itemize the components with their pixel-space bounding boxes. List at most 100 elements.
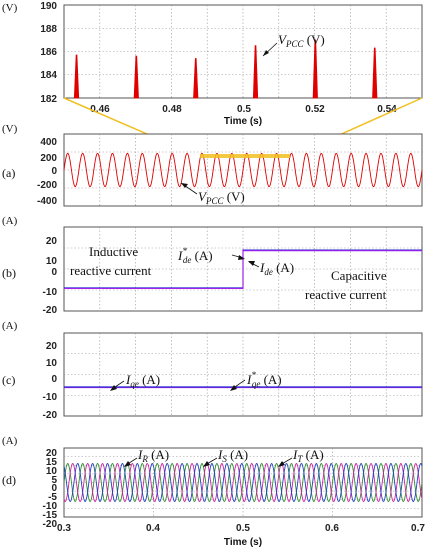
zoom-ytick-label: 190 (40, 1, 57, 12)
zoom-series (73, 39, 378, 99)
panel-a-unit-label: (V) (2, 123, 18, 135)
zoom-vpcc-annotation: VPCC (V) (262, 32, 325, 57)
panel-d-ytick-label: 20 (46, 448, 58, 459)
panel-d-series (63, 463, 423, 502)
panel-d-unit-label: (A) (2, 435, 18, 447)
it-label: IT (A) (292, 447, 324, 464)
panel-d-is-annotation: IS (A) (203, 447, 248, 467)
is-label: IS (A) (217, 447, 248, 464)
panel-d-label: (d) (2, 473, 16, 487)
panel-d-ytick-label: 10 (46, 466, 58, 477)
panel-d-ytick-label: 0 (51, 483, 57, 494)
iqe-ref-label: I* qe (A) (246, 370, 282, 389)
panel-c-series (64, 386, 422, 389)
panel-a-vpcc-label: VPCC (V) (198, 189, 245, 206)
ide-meas-label: Ide (A) (259, 260, 294, 277)
panel-d-xtick-label: 0.5 (236, 523, 250, 534)
zoom-unit-label: (V) (2, 2, 18, 14)
panel-d-it-annotation: IT (A) (278, 447, 324, 467)
zoom-peak-spike (252, 45, 259, 99)
zoom-vpcc-label: VPCC (V) (278, 32, 325, 49)
panel-a-vpcc-annotation: VPCC (V) (180, 182, 245, 206)
panel-b-meas-annotation: Ide (A) (248, 260, 294, 277)
panel-d-ytick-label: -5 (48, 492, 57, 503)
panel-b-y-ticks: 20 10 0 -10 -20 (43, 236, 58, 316)
panel-a-series (63, 152, 423, 188)
panel-b-unit-label: (A) (2, 215, 18, 227)
ir-label: IR (A) (137, 447, 169, 464)
zoom-ytick-label: 184 (40, 70, 57, 81)
capacitive-label-line1: Capacitive (331, 268, 387, 283)
panel-d-xtick-label: 0.3 (57, 523, 71, 534)
panel-b-series (64, 249, 422, 290)
zoom-peak-spike (73, 54, 80, 99)
ir-waveform (63, 463, 423, 502)
panel-d-ytick-label: -20 (43, 519, 58, 530)
panel-b-ytick-label: 0 (51, 267, 57, 278)
zoom-xtick-label: 0.46 (90, 104, 110, 115)
panel-d-ytick-label: -10 (43, 501, 58, 512)
is-waveform (63, 463, 423, 502)
iqe-ref-arrowhead (230, 385, 237, 391)
panel-b-label: (b) (2, 266, 16, 280)
panel-a-zoom-marker (200, 154, 290, 158)
ide-meas-trace (64, 250, 422, 290)
zoom-xtick-label: 0.48 (162, 104, 182, 115)
panel-a-ytick-label: 400 (40, 137, 57, 148)
panel-a-ytick-label: 200 (40, 153, 57, 164)
panel-d-x-ticks: 0.3 0.4 0.5 0.6 0.7 (57, 523, 425, 534)
panel-d-xtick-label: 0.7 (411, 523, 425, 534)
panel-c-unit-label: (A) (2, 320, 18, 332)
panel-a-ytick-label: 0 (51, 166, 57, 177)
zoom-x-axis-label: Time (s) (224, 116, 262, 127)
panel-c: (A) (c) 20 10 0 -10 -20 Iqe (A) I* qe (A) (2, 320, 423, 421)
panel-b-ytick-label: -20 (43, 305, 58, 316)
ide-ref-label: I* de (A) (177, 246, 213, 265)
panel-d-ytick-label: 15 (46, 457, 58, 468)
panel-d: (A) (d) 20 15 10 5 0 -5 -10 -15 -20 0.3 … (2, 435, 425, 548)
panel-a-vpcc-arrowhead (181, 183, 188, 188)
ide-ref-arrowhead (238, 255, 245, 260)
panel-c-ytick-label: 20 (46, 341, 58, 352)
zoom-x-ticks: 0.46 0.48 0.5 0.52 0.54 (90, 104, 397, 115)
panel-c-meas-annotation: Iqe (A) (110, 372, 160, 391)
zoom-ytick-label: 188 (40, 24, 57, 35)
inductive-label-line1: Inductive (89, 244, 138, 259)
panel-c-ytick-label: 10 (46, 358, 58, 369)
panel-c-ref-annotation: I* qe (A) (230, 370, 282, 391)
panel-b: (A) (b) 20 10 0 -10 -20 Inductive reacti… (2, 215, 423, 316)
panel-d-ir-annotation: IR (A) (124, 447, 169, 467)
panel-a-ytick-label: -400 (37, 196, 57, 207)
panel-a: (V) (a) 400 200 0 -200 -400 VPCC (V) (2, 123, 423, 207)
panel-d-xtick-label: 0.4 (146, 523, 160, 534)
zoom-y-ticks: 190 188 186 184 182 (40, 1, 57, 105)
panel-a-ytick-label: -200 (37, 180, 57, 191)
panel-c-grid (64, 333, 422, 416)
zoom-panel: (V) 190 188 186 184 182 0.46 0.48 0.5 0.… (2, 1, 423, 127)
zoom-peak-spike (312, 39, 318, 99)
zoom-xtick-label: 0.52 (305, 104, 325, 115)
panel-a-y-ticks: 400 200 0 -200 -400 (37, 137, 57, 207)
zoom-xtick-label: 0.54 (377, 104, 397, 115)
vpcc-waveform (63, 152, 423, 188)
panel-b-ref-annotation: I* de (A) (177, 246, 245, 265)
panel-d-x-axis-label: Time (s) (224, 537, 262, 548)
panel-d-ytick-label: -15 (43, 510, 58, 521)
panel-c-y-ticks: 20 10 0 -10 -20 (43, 341, 58, 421)
panel-d-xtick-label: 0.6 (325, 523, 339, 534)
panel-c-ytick-label: -10 (43, 392, 58, 403)
panel-c-ytick-label: -20 (43, 410, 58, 421)
panel-d-y-ticks: 20 15 10 5 0 -5 -10 -15 -20 (43, 448, 58, 530)
panel-b-ytick-label: 10 (46, 256, 58, 267)
zoom-ytick-label: 186 (40, 47, 57, 58)
it-arrowhead (278, 461, 285, 467)
iqe-meas-label: Iqe (A) (125, 372, 160, 389)
capacitive-label-line2: reactive current (305, 287, 387, 302)
is-arrowhead (203, 461, 210, 467)
iqe-meas-arrowhead (110, 385, 117, 391)
zoom-peak-spike (133, 55, 139, 99)
zoom-ytick-label: 182 (40, 94, 57, 105)
zoom-peak-spike (193, 58, 199, 99)
